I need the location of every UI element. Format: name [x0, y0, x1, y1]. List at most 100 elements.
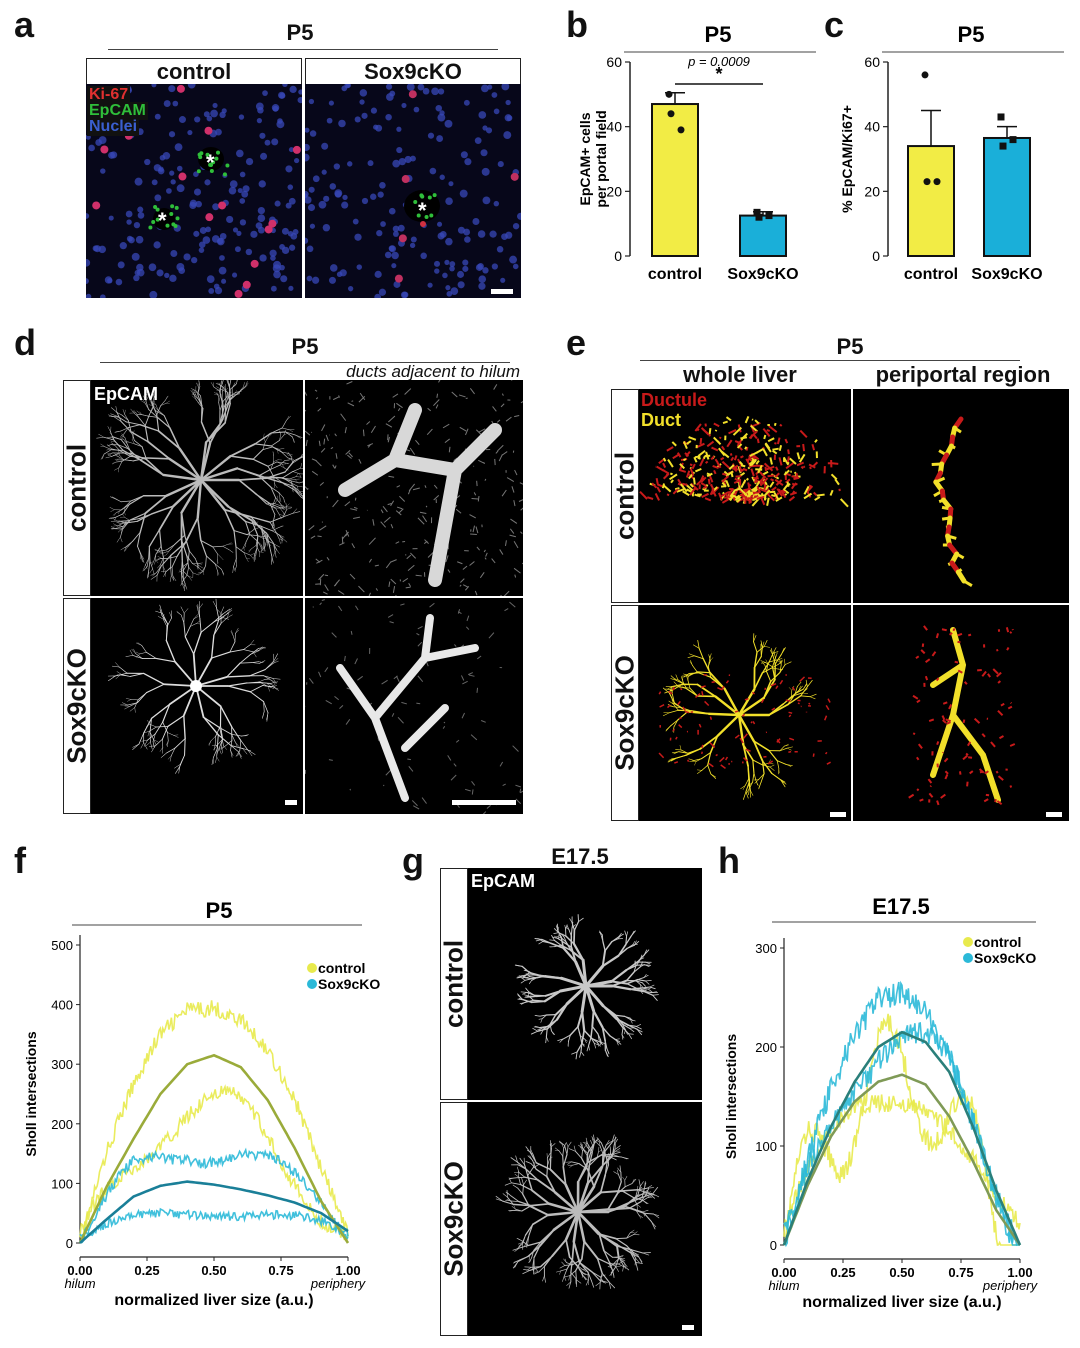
chart-b: P5 0 20 40 60 EpCAM+ cellsper portal field con…: [577, 22, 816, 283]
panel-a-header-control: control: [86, 58, 302, 86]
trace-control: [783, 1013, 1020, 1246]
panel-e-row-label-control: control: [610, 389, 640, 603]
chart-title: P5: [206, 898, 233, 923]
legend-ductule: Ductule: [641, 390, 708, 410]
y-tick-label: 60: [864, 54, 880, 70]
scale-bar: [452, 800, 516, 805]
x-axis-label: normalized liver size (a.u.): [802, 1294, 1001, 1311]
data-point: [677, 126, 685, 134]
y-axis-label: Sholl intersections: [723, 1034, 739, 1159]
portal-vein-marker: *: [418, 198, 427, 223]
legend-label-control: control: [974, 934, 1021, 950]
y-tick-label: 20: [864, 183, 880, 199]
x-tick-label: 0.75: [948, 1265, 973, 1280]
panel-e-title: P5: [836, 334, 864, 359]
chart-f: P5 0 100 200 300 400 500 0.00 0.25 0.50 0.75 1.00 hi…: [23, 898, 380, 1309]
panel-d-channel-label: EpCAM: [94, 384, 158, 404]
data-point: [933, 178, 941, 186]
x-tick-label: 0.25: [134, 1263, 159, 1278]
panel-e-image-sox9cko-periportal: [853, 605, 1069, 821]
x-tick-label: 0.25: [830, 1265, 855, 1280]
legend-marker-sox9cko: [963, 953, 973, 963]
panel-f-label: f: [14, 840, 26, 881]
channel-label-ki67: Ki-67: [87, 86, 131, 104]
panel-d-row-label-control: control: [62, 380, 92, 596]
y-tick-label: 20: [606, 183, 622, 199]
panel-g-row-label-sox9cko: Sox9cKO: [439, 1102, 469, 1336]
panel-e-label: e: [566, 322, 587, 363]
portal-vein-marker: *: [158, 208, 167, 233]
x-tick-label: control: [904, 266, 958, 283]
panel-a-rule: [108, 49, 498, 50]
chart-h: E17.5 0 100 200 300 0.00 0.25 0.50 0.75 1.00 hilum…: [723, 894, 1039, 1311]
bar-control: [651, 103, 699, 257]
panel-g-title: E17.5: [551, 844, 609, 869]
y-tick-label: 200: [755, 1040, 777, 1055]
panel-d-row-label-sox9cko: Sox9cKO: [62, 598, 92, 814]
panel-g-image-sox9cko: [468, 1102, 702, 1336]
panel-d-image-control-hilum: [305, 380, 523, 596]
panel-g-channel-label: EpCAM: [471, 871, 535, 891]
panel-g-image-control: [468, 868, 702, 1100]
legend-label-control: control: [318, 960, 365, 976]
y-tick-label: 40: [864, 119, 880, 135]
fit-control: [782, 1073, 1022, 1246]
scale-bar: [830, 812, 846, 817]
panel-a-image-sox9cko: [305, 84, 521, 298]
y-axis-label: EpCAM+ cellsper portal field: [577, 110, 609, 207]
panel-d-label: d: [14, 322, 36, 363]
fit-sox9cko: [782, 1030, 1022, 1246]
scale-bar: [285, 800, 297, 805]
significance-star: *: [715, 64, 722, 84]
y-tick-label: 40: [606, 119, 622, 135]
x-tick-label: Sox9cKO: [971, 266, 1042, 283]
panel-g-row-label-control: control: [439, 868, 469, 1100]
y-tick-label: 0: [66, 1236, 73, 1251]
y-tick-label: 60: [606, 54, 622, 70]
panel-c-label: c: [824, 4, 845, 45]
x-tick-label: 0.00: [771, 1265, 796, 1280]
panel-h-label: h: [718, 840, 740, 881]
chart-title: P5: [705, 22, 732, 47]
data-point: [999, 142, 1007, 150]
scale-bar: [491, 289, 513, 294]
legend-marker-control: [307, 963, 317, 973]
chart-title: P5: [958, 22, 985, 47]
data-point: [667, 110, 675, 118]
bar-control: [907, 145, 955, 257]
p-value: p = 0.0009: [687, 54, 750, 69]
x-tick-label: 1.00: [335, 1263, 360, 1278]
panel-g-label: g: [402, 840, 424, 881]
x-endpoint-periphery: periphery: [982, 1278, 1039, 1293]
x-tick-label: 0.75: [268, 1263, 293, 1278]
legend-duct: Duct: [641, 410, 681, 430]
panel-e-col-periportal: periportal region: [875, 362, 1051, 387]
data-point: [753, 208, 761, 216]
fit-sox9cko: [79, 1180, 349, 1244]
panel-e-col-whole-liver: whole liver: [683, 362, 797, 387]
data-point: [997, 113, 1005, 121]
y-tick-label: 100: [51, 1176, 73, 1191]
panel-a-label: a: [14, 4, 35, 45]
panel-e-rule: [640, 360, 1020, 361]
bar-sox9cko: [983, 136, 1031, 257]
panel-d-image-control-whole: [91, 380, 303, 596]
x-tick-label: 1.00: [1007, 1265, 1032, 1280]
x-endpoint-hilum: hilum: [768, 1278, 799, 1293]
y-tick-label: 500: [51, 938, 73, 953]
data-point: [665, 90, 673, 98]
y-tick-label: 0: [770, 1238, 777, 1253]
trace-control: [79, 1000, 349, 1244]
data-point: [765, 212, 773, 220]
data-point: [923, 178, 931, 186]
x-axis-label: normalized liver size (a.u.): [114, 1292, 313, 1309]
trace-sox9cko: [79, 1207, 349, 1242]
panel-a-header-sox9cko: Sox9cKO: [305, 58, 521, 86]
channel-label-epcam: EpCAM: [87, 102, 148, 120]
x-tick-label: 0.50: [889, 1265, 914, 1280]
panel-e-image-sox9cko-whole: [639, 605, 851, 821]
panel-d-title: P5: [291, 334, 319, 359]
legend-marker-control: [963, 937, 973, 947]
trace-control: [783, 1094, 1021, 1237]
data-point: [921, 71, 929, 79]
